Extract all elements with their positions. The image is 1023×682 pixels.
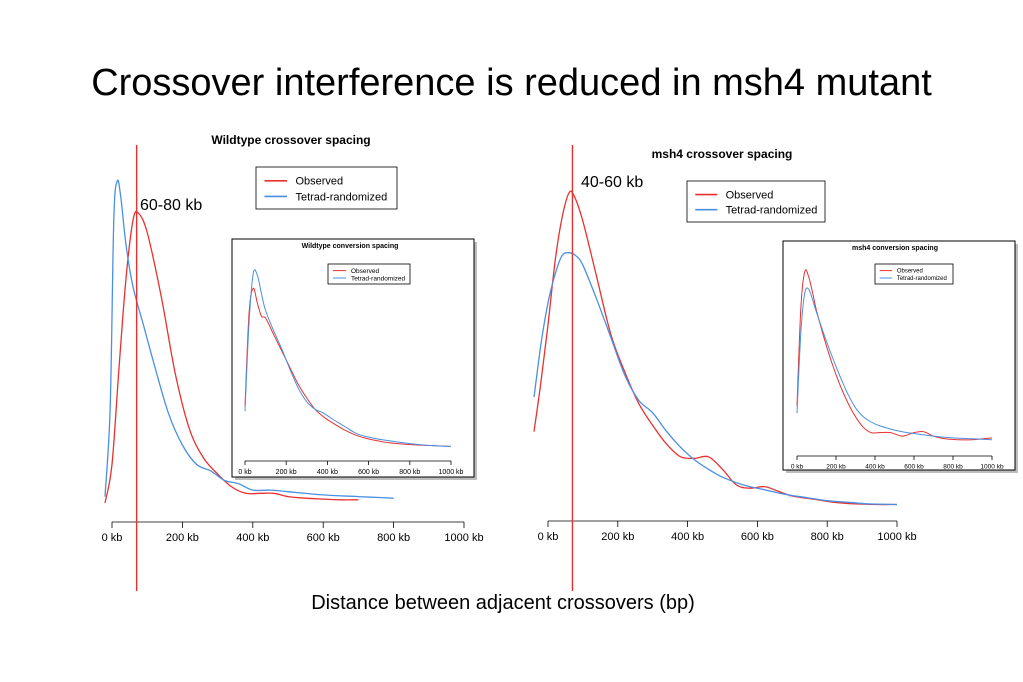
series-observed-line — [104, 210, 359, 504]
legend: Observed Tetrad-randomized — [686, 180, 826, 223]
x-tick-label: 200 kb — [166, 532, 199, 544]
legend-label: Tetrad-randomized — [726, 205, 818, 217]
chart-title: Wildtype crossover spacing — [211, 133, 370, 147]
peak-annotation: 40-60 kb — [581, 174, 643, 191]
chart-title: Wildtype conversion spacing — [302, 243, 399, 250]
x-tick-label: 1000 kb — [439, 469, 464, 476]
x-tick-label: 200 kb — [826, 464, 846, 471]
x-tick-label: 600 kb — [358, 469, 379, 476]
x-tick-label: 0 kb — [791, 464, 804, 471]
chart-msh4_main: msh4 crossover spacing 0 kb 200 kb 400 kb 60… — [533, 145, 917, 591]
x-tick-label: 0 kb — [538, 531, 559, 543]
x-tick-label: 400 kb — [317, 469, 338, 476]
x-tick-label: 600 kb — [741, 531, 774, 543]
x-tick-label: 800 kb — [377, 532, 410, 544]
x-tick-label: 1000 kb — [877, 531, 916, 543]
x-tick-label: 1000 kb — [980, 464, 1004, 471]
x-tick-label: 0 kb — [102, 532, 123, 544]
series-tetrad-randomized-line — [244, 269, 452, 447]
x-tick-label: 600 kb — [307, 532, 340, 544]
x-tick-label: 400 kb — [236, 532, 269, 544]
x-tick-label: 200 kb — [276, 469, 297, 476]
x-tick-label: 1000 kb — [444, 532, 483, 544]
x-tick-label: 800 kb — [399, 469, 420, 476]
legend-label: Observed — [295, 176, 343, 188]
legend-label: Tetrad-randomized — [897, 276, 947, 282]
chart-msh4_inset: msh4 conversion spacing 0 kb 200 kb 400 kb 6… — [782, 240, 1018, 473]
x-tick-label: 0 kb — [238, 469, 251, 476]
legend-box — [255, 166, 398, 210]
x-tick-label: 400 kb — [865, 464, 885, 471]
x-tick-label: 800 kb — [811, 531, 844, 543]
legend-label: Tetrad-randomized — [295, 191, 387, 203]
chart-title: msh4 conversion spacing — [852, 245, 938, 252]
legend-label: Observed — [897, 269, 923, 275]
series-observed-line — [796, 269, 993, 441]
x-tick-label: 200 kb — [601, 531, 634, 543]
legend: Observed Tetrad-randomized — [255, 166, 398, 210]
chart-wt_main: Wildtype crossover spacing 0 kb 200 kb 400 … — [102, 133, 484, 591]
chart-wt_inset: Wildtype conversion spacing 0 kb 200 kb 400… — [231, 238, 477, 480]
series-tetrad-randomized-line — [533, 252, 898, 506]
legend-label: Observed — [351, 268, 380, 275]
x-tick-label: 800 kb — [943, 464, 963, 471]
chart-title: msh4 crossover spacing — [652, 147, 793, 161]
x-tick-label: 400 kb — [671, 531, 704, 543]
legend-box — [874, 263, 954, 285]
slide-title: Crossover interference is reduced in msh… — [91, 62, 932, 104]
series-tetrad-randomized-line — [796, 287, 993, 441]
series-tetrad-randomized-line — [104, 179, 394, 499]
legend-label: Observed — [726, 189, 774, 201]
legend-box — [327, 263, 411, 285]
x-tick-label: 600 kb — [904, 464, 924, 471]
peak-annotation: 60-80 kb — [140, 197, 202, 214]
legend-box — [686, 180, 826, 223]
legend-label: Tetrad-randomized — [351, 275, 406, 282]
x-axis-label: Distance between adjacent crossovers (bp… — [311, 592, 695, 614]
series-observed-line — [244, 287, 452, 447]
